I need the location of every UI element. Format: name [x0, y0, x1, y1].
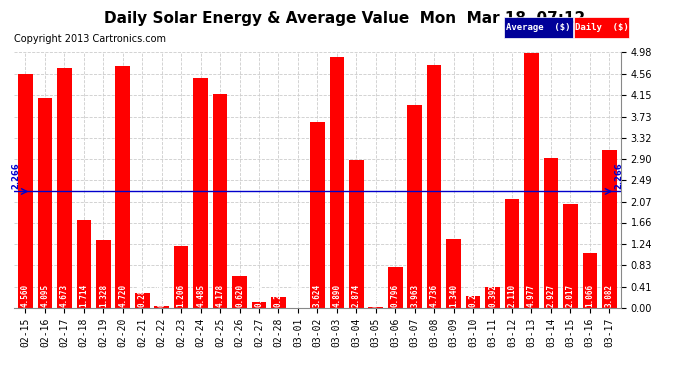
Text: 4.178: 4.178	[215, 284, 224, 307]
Bar	[155, 306, 169, 308]
Bar	[427, 65, 442, 308]
Text: Daily  ($): Daily ($)	[575, 22, 629, 32]
Bar	[135, 293, 150, 308]
Bar	[233, 276, 247, 308]
Text: 0.796: 0.796	[391, 284, 400, 307]
Text: 0.392: 0.392	[488, 284, 497, 307]
Bar	[446, 239, 461, 308]
Text: 2.110: 2.110	[508, 284, 517, 307]
Bar	[582, 253, 597, 308]
Text: 3.963: 3.963	[411, 284, 420, 307]
Text: 0.035: 0.035	[157, 284, 166, 307]
Bar	[349, 160, 364, 308]
Bar	[18, 74, 33, 308]
Bar	[38, 98, 52, 308]
Text: 3.082: 3.082	[605, 284, 614, 307]
Bar	[524, 53, 539, 308]
Bar	[213, 94, 228, 308]
Bar	[77, 220, 91, 308]
Text: 4.673: 4.673	[60, 284, 69, 307]
Bar	[388, 267, 402, 308]
Text: 4.485: 4.485	[196, 284, 205, 307]
Bar	[485, 287, 500, 308]
Text: 1.206: 1.206	[177, 284, 186, 307]
Text: 0.284: 0.284	[138, 284, 147, 307]
Bar	[602, 150, 617, 308]
Text: Copyright 2013 Cartronics.com: Copyright 2013 Cartronics.com	[14, 34, 166, 44]
Text: 4.720: 4.720	[118, 284, 127, 307]
Text: 2.927: 2.927	[546, 284, 555, 307]
Bar	[330, 57, 344, 308]
Bar	[96, 240, 110, 308]
Bar	[563, 204, 578, 308]
Text: 0.000: 0.000	[293, 284, 302, 307]
Text: 4.890: 4.890	[333, 284, 342, 307]
Bar	[544, 158, 558, 308]
Bar	[310, 122, 325, 308]
Text: 0.001: 0.001	[371, 284, 380, 307]
Bar	[193, 78, 208, 308]
Text: 0.228: 0.228	[469, 284, 477, 307]
Text: 3.624: 3.624	[313, 284, 322, 307]
Bar	[407, 105, 422, 308]
Bar	[252, 302, 266, 307]
Text: Average  ($): Average ($)	[506, 22, 571, 32]
Text: 1.340: 1.340	[449, 284, 458, 307]
Bar	[504, 200, 520, 308]
Text: 4.560: 4.560	[21, 284, 30, 307]
Text: 2.266: 2.266	[11, 162, 20, 189]
Text: 0.104: 0.104	[255, 284, 264, 307]
Text: 0.210: 0.210	[274, 284, 283, 307]
Text: Daily Solar Energy & Average Value  Mon  Mar 18  07:12: Daily Solar Energy & Average Value Mon M…	[104, 11, 586, 26]
Text: 4.977: 4.977	[527, 284, 536, 307]
Bar	[271, 297, 286, 307]
Text: 4.095: 4.095	[41, 284, 50, 307]
Bar	[115, 66, 130, 308]
Bar	[174, 246, 188, 308]
Text: 1.328: 1.328	[99, 284, 108, 307]
Text: 4.736: 4.736	[430, 284, 439, 307]
Text: 0.620: 0.620	[235, 284, 244, 307]
Bar	[57, 68, 72, 308]
Text: 2.266: 2.266	[615, 162, 624, 189]
Text: 2.874: 2.874	[352, 284, 361, 307]
Text: 1.066: 1.066	[585, 284, 594, 307]
Bar	[466, 296, 480, 307]
Text: 1.714: 1.714	[79, 284, 88, 307]
Text: 2.017: 2.017	[566, 284, 575, 307]
